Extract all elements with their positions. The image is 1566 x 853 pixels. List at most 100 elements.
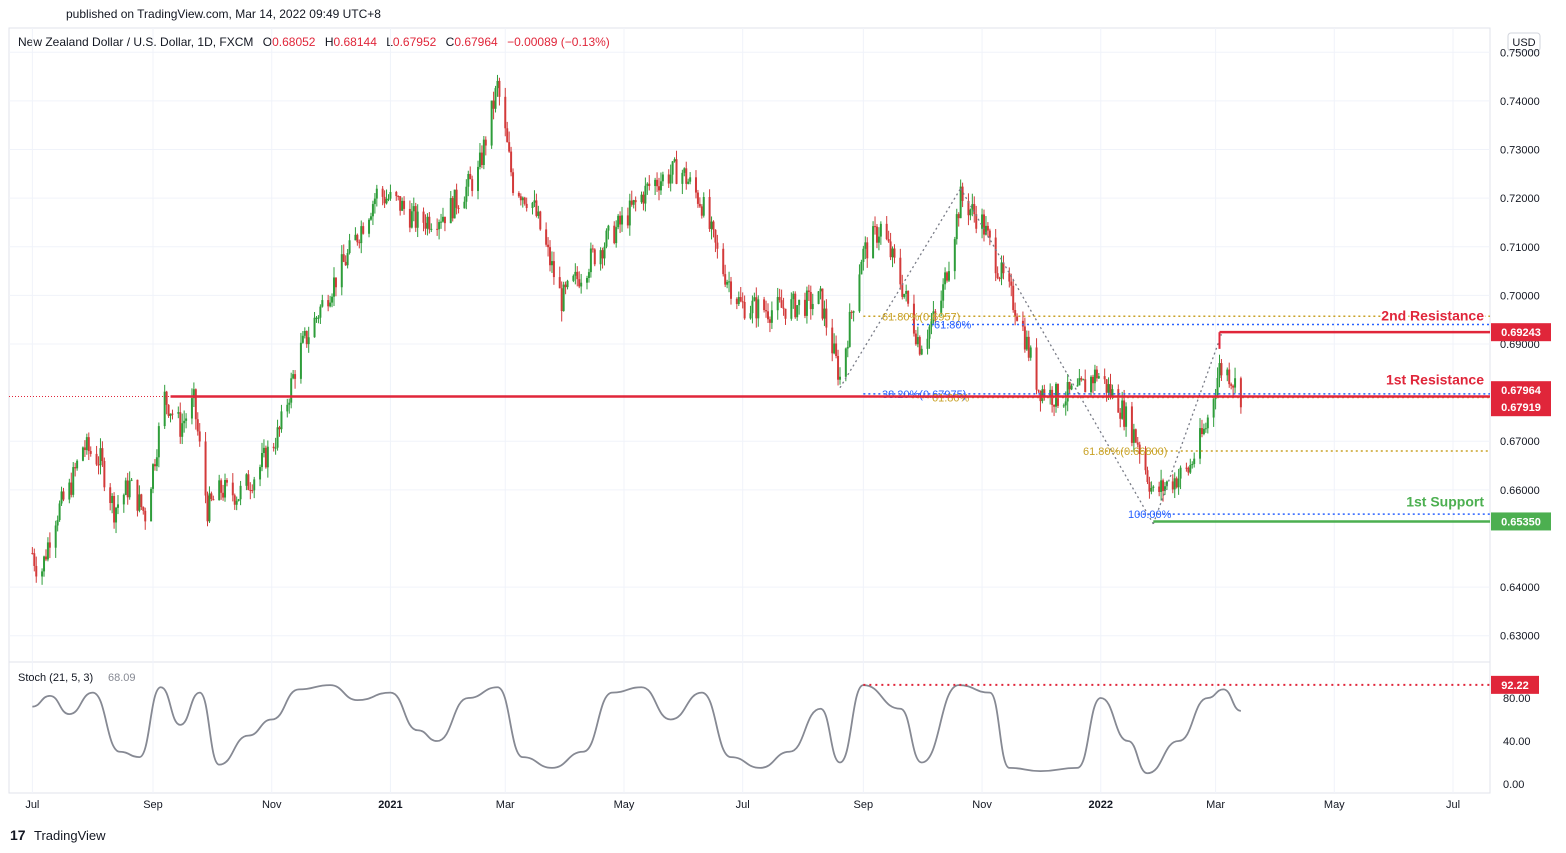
time-tick-label: Mar — [496, 799, 515, 811]
candle-body — [395, 191, 398, 197]
price-badge-last-bg — [1491, 381, 1551, 400]
resistance-2-label: 2nd Resistance — [1381, 308, 1484, 324]
candle-body — [272, 446, 275, 449]
candle-body — [1216, 377, 1219, 396]
candle-body — [190, 398, 193, 419]
candle-body — [973, 204, 976, 215]
candle-body — [1014, 310, 1017, 317]
candle-body — [245, 474, 248, 486]
candle-body — [755, 297, 758, 319]
candle-body — [222, 492, 225, 498]
candle-body — [290, 378, 293, 403]
candle-body — [735, 298, 738, 305]
candle-body — [615, 227, 618, 244]
candle-body — [327, 300, 330, 307]
candle-body — [852, 311, 855, 313]
candle-body — [776, 297, 779, 311]
candle-body — [531, 202, 534, 209]
candle-body — [739, 297, 742, 302]
candle-body — [605, 230, 608, 247]
candle-body — [912, 303, 915, 334]
price-badge-s1: 0.65350 — [1501, 516, 1541, 528]
candle-body — [74, 467, 77, 469]
candle-body — [225, 480, 228, 483]
brand-name: TradingView — [34, 828, 106, 843]
high-value: 0.68144 — [334, 35, 378, 49]
candle-body — [872, 226, 875, 259]
symbol-legend: New Zealand Dollar / U.S. Dollar, 1D, FX… — [18, 35, 610, 49]
candle-body — [831, 327, 834, 354]
candle-body — [907, 290, 910, 304]
candle-body — [1090, 376, 1093, 393]
candle-body — [809, 291, 812, 310]
candle-body — [177, 412, 180, 414]
candle-body — [877, 236, 880, 243]
candle-body — [1010, 281, 1013, 286]
candle-body — [35, 565, 38, 577]
candle-body — [87, 437, 90, 452]
fib-level-label: 38.20%(0.67975) — [882, 389, 966, 401]
candle-body — [1239, 378, 1242, 408]
candle-body — [681, 172, 684, 184]
candle-body — [1220, 363, 1223, 376]
candle-body — [572, 275, 575, 281]
candle-body — [743, 301, 746, 319]
candle-body — [521, 197, 524, 201]
candle-body — [866, 242, 869, 259]
candle-body — [375, 188, 378, 199]
stoch-tick-label: 80.00 — [1503, 693, 1531, 705]
candle-body — [782, 307, 785, 309]
candle-body — [115, 507, 118, 523]
currency-button[interactable]: USD — [1507, 32, 1541, 52]
candle-body — [669, 174, 672, 184]
candle-body — [89, 451, 92, 454]
candle-body — [1091, 376, 1094, 384]
candle-body — [109, 487, 112, 504]
candle-body — [1037, 389, 1040, 391]
candle-body — [619, 215, 622, 225]
candle-body — [1027, 336, 1030, 358]
candle-body — [313, 317, 316, 338]
candle-body — [440, 221, 443, 223]
candle-body — [661, 174, 664, 182]
candle-body — [152, 464, 155, 489]
candle-body — [1148, 482, 1151, 492]
candle-body — [331, 296, 334, 303]
candle-body — [1080, 378, 1083, 380]
candle-body — [1173, 478, 1176, 490]
candle-body — [914, 333, 917, 345]
candle-body — [492, 100, 495, 109]
time-tick-label: Nov — [262, 799, 282, 811]
currency-label: USD — [1512, 37, 1535, 49]
candle-body — [1053, 404, 1056, 407]
candle-body — [212, 499, 215, 501]
candle-body — [928, 326, 931, 339]
candle-body — [467, 173, 470, 187]
stoch-level-label: 92.22 — [1501, 680, 1529, 692]
candle-body — [76, 460, 79, 469]
candle-body — [838, 376, 841, 380]
candle-body — [346, 253, 349, 266]
candle-body — [591, 248, 594, 250]
candle-body — [891, 248, 894, 258]
candle-body — [823, 308, 826, 319]
candle-body — [124, 480, 127, 495]
candle-body — [126, 480, 129, 498]
candle-body — [903, 293, 906, 297]
price-tick-label: 0.72000 — [1500, 193, 1540, 205]
tradingview-logo[interactable]: 17 TradingView — [10, 827, 106, 843]
candle-body — [632, 200, 635, 205]
candle-body — [1066, 382, 1069, 402]
candle-body — [918, 337, 921, 355]
candle-body — [864, 242, 867, 249]
candle-body — [1132, 429, 1135, 443]
candle-body — [944, 272, 947, 285]
candle-body — [305, 330, 308, 345]
time-axis[interactable]: Jul Sep Nov 2021 Mar May Jul Sep Nov 2022 Mar May Ju… — [25, 799, 1460, 811]
price-axis[interactable]: 0.75000 0.74000 0.73000 0.72000 0.71000 0.700… — [1491, 47, 1551, 643]
candle-body — [97, 464, 100, 466]
candle-body — [601, 250, 604, 259]
candle-body — [206, 495, 209, 522]
candle-body — [512, 172, 515, 193]
candle-body — [251, 490, 254, 492]
